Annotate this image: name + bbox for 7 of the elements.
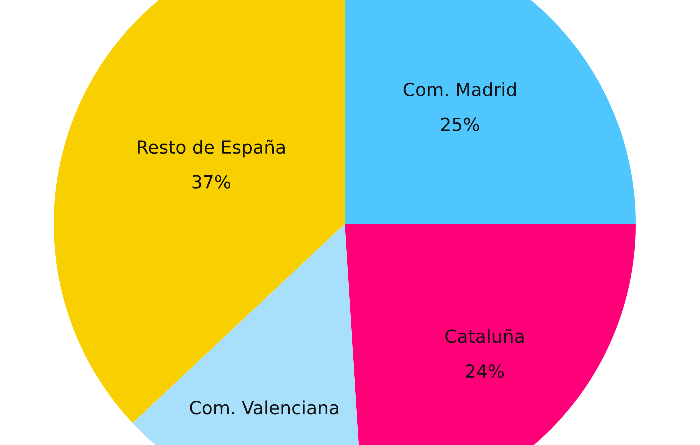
- slice-label: Com. Valenciana: [190, 400, 338, 415]
- data-label: 25%: [441, 118, 480, 132]
- data-label: 37%: [192, 175, 231, 189]
- slice-label: Com. Madrid: [404, 82, 516, 97]
- slice-label: Resto de España: [138, 140, 285, 158]
- data-label: 24%: [466, 364, 504, 378]
- slice-label: Cataluña: [446, 328, 524, 344]
